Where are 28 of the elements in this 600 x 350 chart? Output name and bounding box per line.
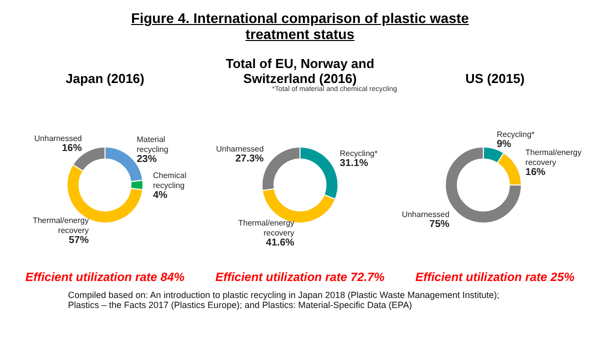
text: Efficient utilization rate 72.7% xyxy=(214,270,386,284)
slice-label: Chemical recycling xyxy=(153,171,187,190)
chart-title: US (2015) xyxy=(464,70,526,86)
text: Efficient utilization rate 84% xyxy=(24,270,186,284)
data-label: 23% xyxy=(136,154,157,165)
text: Figure 4. International comparison of plastic waste treatment status xyxy=(130,9,470,42)
text: Efficient utilization rate 25% xyxy=(414,270,576,284)
slice-label: Thermal/energy recovery xyxy=(525,148,582,167)
slice-label: Material recycling xyxy=(136,134,168,154)
data-label: 57% xyxy=(68,235,89,246)
slice-label: Unharnessed xyxy=(216,144,264,154)
data-label: 16% xyxy=(62,142,82,154)
slice-label: Unharnessed xyxy=(34,134,82,143)
chart-title: Japan (2016) xyxy=(64,70,146,86)
text: Compiled based on: An introduction to plastic recycling in Japan 2018 (Plastic Waste Management Institute); Plastics – the Facts 2017 (Plastics Europe); and Plastics: Material-Specific Data (EPA) xyxy=(68,290,500,310)
slice-label: Recycling* xyxy=(340,149,378,158)
slice-label: Recycling* xyxy=(496,130,535,139)
data-label: 41.6% xyxy=(266,238,294,249)
data-label: 75% xyxy=(429,218,450,230)
slice-label: Unharnessed xyxy=(402,210,450,219)
data-label: 27.3% xyxy=(235,154,264,165)
slice-label: Thermal/energy recovery xyxy=(238,218,294,238)
chart-title: Total of EU, Norway and Switzerland (2016) xyxy=(224,55,374,86)
data-label: 4% xyxy=(153,190,168,201)
data-label: 16% xyxy=(525,166,546,178)
slice-label: Thermal/energy recovery xyxy=(32,216,89,236)
data-label: 9% xyxy=(496,138,512,150)
data-label: 31.1% xyxy=(340,158,368,170)
